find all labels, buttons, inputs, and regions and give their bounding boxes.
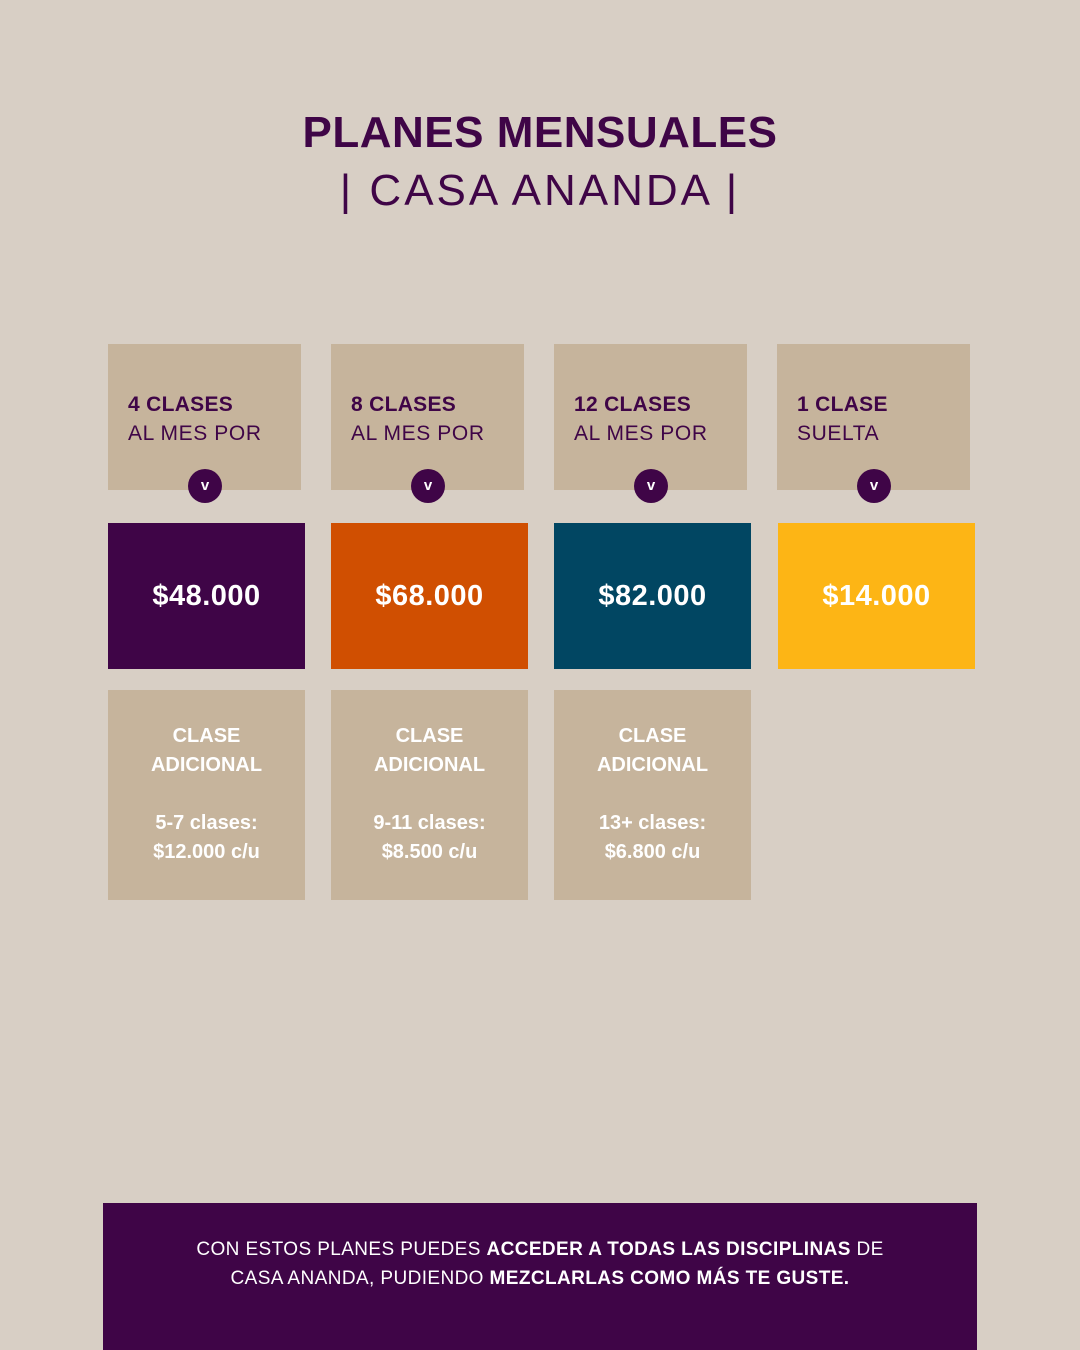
additional-class-12-clases: CLASE ADICIONAL 13+ clases: $6.800 c/u [554, 690, 751, 900]
plan-header-1-clase: 1 CLASE SUELTA [777, 344, 970, 490]
chevron-down-icon: v [857, 469, 891, 503]
footer-banner: CON ESTOS PLANES PUEDES ACCEDER A TODAS … [103, 1203, 977, 1350]
extra-title-line2: ADICIONAL [150, 754, 263, 776]
footer-text: CON ESTOS PLANES PUEDES [196, 1239, 487, 1260]
footer-line-1: CON ESTOS PLANES PUEDES ACCEDER A TODAS … [103, 1235, 977, 1264]
plan-subtitle: AL MES POR [128, 422, 262, 445]
additional-class-8-clases: CLASE ADICIONAL 9-11 clases: $8.500 c/u [331, 690, 528, 900]
plan-title: 4 CLASES [128, 393, 234, 416]
extra-price: $6.800 c/u [604, 841, 701, 863]
plan-price-12-clases: $82.000 [554, 523, 751, 669]
extra-range: 9-11 clases: [373, 812, 486, 834]
plan-title: 8 CLASES [351, 393, 457, 416]
chevron-down-icon: v [188, 469, 222, 503]
plan-title: 12 CLASES [574, 393, 692, 416]
page-title: PLANES MENSUALES [302, 108, 778, 157]
price-label: $82.000 [598, 579, 707, 612]
plan-subtitle: AL MES POR [351, 422, 485, 445]
chevron-down-icon: v [411, 469, 445, 503]
plan-subtitle: SUELTA [797, 422, 880, 445]
plan-subtitle: AL MES POR [574, 422, 708, 445]
extra-title-line2: ADICIONAL [373, 754, 486, 776]
extra-price: $12.000 c/u [153, 841, 260, 863]
footer-text: CASA ANANDA, PUDIENDO [230, 1268, 490, 1289]
extra-title-line2: ADICIONAL [596, 754, 709, 776]
extra-range: 13+ clases: [598, 812, 707, 834]
price-label: $14.000 [822, 579, 931, 612]
page-subtitle: | CASA ANANDA | [339, 166, 741, 215]
extra-range: 5-7 clases: [155, 812, 258, 834]
plan-header-12-clases: 12 CLASES AL MES POR [554, 344, 747, 490]
extra-title-line1: CLASE [172, 725, 241, 747]
chevron-down-icon: v [634, 469, 668, 503]
additional-class-4-clases: CLASE ADICIONAL 5-7 clases: $12.000 c/u [108, 690, 305, 900]
plan-header-8-clases: 8 CLASES AL MES POR [331, 344, 524, 490]
extra-title-line1: CLASE [618, 725, 687, 747]
plan-price-8-clases: $68.000 [331, 523, 528, 669]
plan-price-4-clases: $48.000 [108, 523, 305, 669]
extra-title-line1: CLASE [395, 725, 464, 747]
footer-line-2: CASA ANANDA, PUDIENDO MEZCLARLAS COMO MÁ… [103, 1264, 977, 1293]
extra-price: $8.500 c/u [381, 841, 478, 863]
price-label: $48.000 [152, 579, 261, 612]
plan-title: 1 CLASE [797, 393, 888, 416]
plan-header-4-clases: 4 CLASES AL MES POR [108, 344, 301, 490]
plan-price-1-clase: $14.000 [778, 523, 975, 669]
footer-highlight: MEZCLARLAS COMO MÁS TE GUSTE. [489, 1268, 850, 1289]
footer-text: DE [850, 1239, 884, 1260]
footer-highlight: ACCEDER A TODAS LAS DISCIPLINAS [486, 1239, 851, 1260]
price-label: $68.000 [375, 579, 484, 612]
